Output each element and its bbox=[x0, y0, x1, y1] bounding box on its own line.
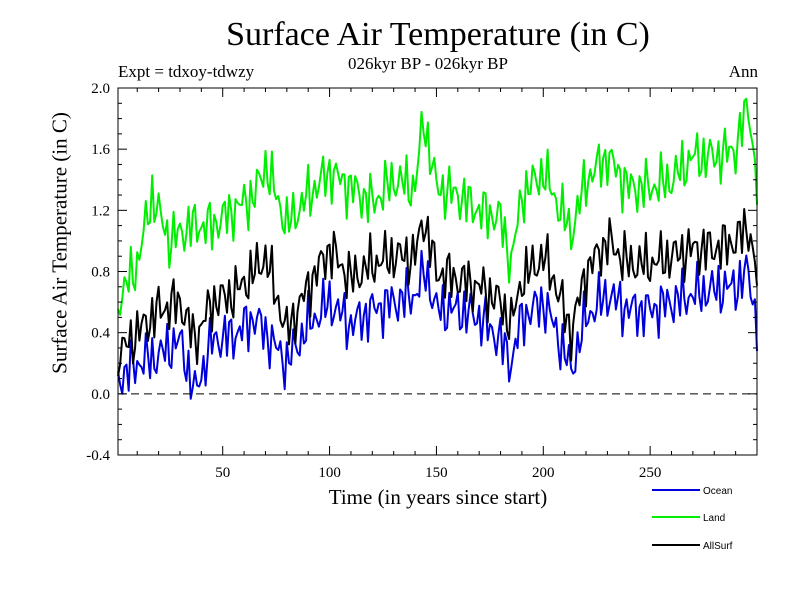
series-line-ocean bbox=[117, 249, 758, 400]
axes: -0.4 0.0 0.4 0.8 1.2 1.6 2.0 50 100 150 200 250 bbox=[86, 81, 757, 481]
plot-lines bbox=[117, 97, 758, 400]
legend-label-allsurf: AllSurf bbox=[703, 541, 733, 552]
plot-frame bbox=[117, 87, 758, 456]
x-tick-label: 150 bbox=[425, 465, 448, 481]
y-tick-label: 1.2 bbox=[91, 203, 110, 219]
x-axis-label: Time (in years since start) bbox=[328, 485, 548, 509]
legend-label-land: Land bbox=[703, 513, 725, 524]
series-line-allsurf bbox=[117, 208, 758, 377]
series-line-land bbox=[117, 97, 758, 316]
y-tick-label: -0.4 bbox=[86, 448, 110, 464]
y-tick-label: 1.6 bbox=[91, 142, 110, 158]
x-tick-label: 100 bbox=[318, 465, 341, 481]
y-tick-label: 0.4 bbox=[91, 326, 110, 342]
legend-label-ocean: Ocean bbox=[703, 486, 732, 497]
x-tick-label: 250 bbox=[639, 465, 662, 481]
y-tick-label: 0.0 bbox=[91, 387, 110, 403]
legend: Ocean Land AllSurf bbox=[652, 486, 733, 552]
season-label: Ann bbox=[728, 62, 758, 81]
y-tick-label: 0.8 bbox=[91, 265, 110, 281]
x-tick-label: 50 bbox=[215, 465, 230, 481]
y-tick-label: 2.0 bbox=[91, 81, 110, 97]
chart-subtitle: 026kyr BP - 026kyr BP bbox=[348, 54, 508, 73]
x-tick-label: 200 bbox=[532, 465, 555, 481]
chart-title: Surface Air Temperature (in C) bbox=[226, 16, 650, 53]
experiment-label: Expt = tdxoy-tdwzy bbox=[118, 62, 255, 81]
